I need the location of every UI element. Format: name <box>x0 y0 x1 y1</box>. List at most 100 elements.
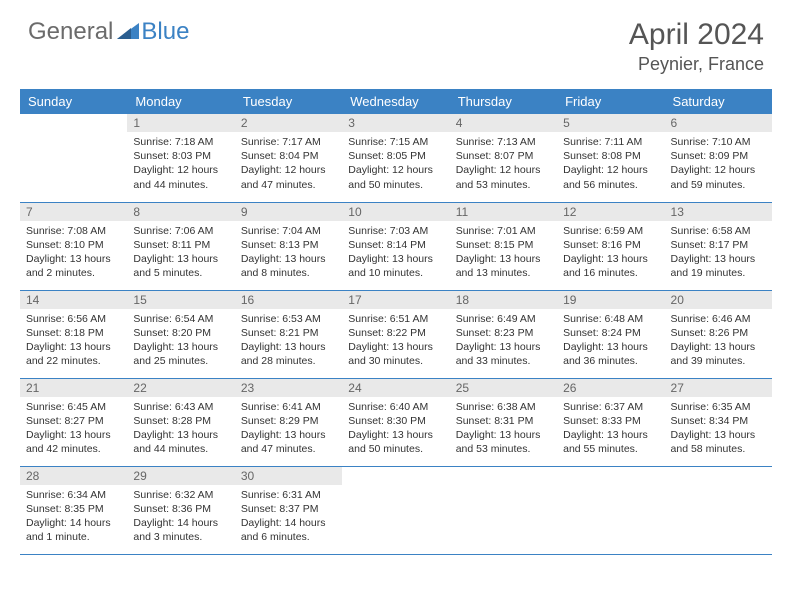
sunset-line: Sunset: 8:35 PM <box>26 502 121 516</box>
calendar-cell: 27Sunrise: 6:35 AMSunset: 8:34 PMDayligh… <box>665 378 772 466</box>
location: Peynier, France <box>629 54 764 75</box>
calendar-cell: 6Sunrise: 7:10 AMSunset: 8:09 PMDaylight… <box>665 114 772 202</box>
sunrise-line: Sunrise: 7:03 AM <box>348 224 443 238</box>
day-details: Sunrise: 6:34 AMSunset: 8:35 PMDaylight:… <box>20 485 127 549</box>
sunrise-line: Sunrise: 6:54 AM <box>133 312 228 326</box>
calendar-cell: 11Sunrise: 7:01 AMSunset: 8:15 PMDayligh… <box>450 202 557 290</box>
sunrise-line: Sunrise: 7:11 AM <box>563 135 658 149</box>
day-details: Sunrise: 6:31 AMSunset: 8:37 PMDaylight:… <box>235 485 342 549</box>
calendar-cell: 13Sunrise: 6:58 AMSunset: 8:17 PMDayligh… <box>665 202 772 290</box>
calendar-cell: 23Sunrise: 6:41 AMSunset: 8:29 PMDayligh… <box>235 378 342 466</box>
sunset-line: Sunset: 8:33 PM <box>563 414 658 428</box>
day-details: Sunrise: 6:54 AMSunset: 8:20 PMDaylight:… <box>127 309 234 373</box>
day-number: 3 <box>342 114 449 132</box>
day-details: Sunrise: 6:46 AMSunset: 8:26 PMDaylight:… <box>665 309 772 373</box>
sunset-line: Sunset: 8:05 PM <box>348 149 443 163</box>
day-number: 9 <box>235 203 342 221</box>
calendar-table: SundayMondayTuesdayWednesdayThursdayFrid… <box>20 89 772 555</box>
sunset-line: Sunset: 8:27 PM <box>26 414 121 428</box>
daylight-line: Daylight: 14 hours and 6 minutes. <box>241 516 336 544</box>
daylight-line: Daylight: 13 hours and 55 minutes. <box>563 428 658 456</box>
sunrise-line: Sunrise: 7:17 AM <box>241 135 336 149</box>
sunrise-line: Sunrise: 7:18 AM <box>133 135 228 149</box>
day-details: Sunrise: 6:40 AMSunset: 8:30 PMDaylight:… <box>342 397 449 461</box>
calendar-cell: 9Sunrise: 7:04 AMSunset: 8:13 PMDaylight… <box>235 202 342 290</box>
daylight-line: Daylight: 13 hours and 42 minutes. <box>26 428 121 456</box>
daylight-line: Daylight: 13 hours and 44 minutes. <box>133 428 228 456</box>
calendar-cell: .. <box>665 466 772 554</box>
sunrise-line: Sunrise: 7:01 AM <box>456 224 551 238</box>
calendar-cell: 3Sunrise: 7:15 AMSunset: 8:05 PMDaylight… <box>342 114 449 202</box>
daylight-line: Daylight: 13 hours and 10 minutes. <box>348 252 443 280</box>
calendar-row: 7Sunrise: 7:08 AMSunset: 8:10 PMDaylight… <box>20 202 772 290</box>
day-number: 8 <box>127 203 234 221</box>
calendar-cell: .. <box>342 466 449 554</box>
calendar-cell: 5Sunrise: 7:11 AMSunset: 8:08 PMDaylight… <box>557 114 664 202</box>
day-details: Sunrise: 7:13 AMSunset: 8:07 PMDaylight:… <box>450 132 557 196</box>
day-number: 19 <box>557 291 664 309</box>
sunset-line: Sunset: 8:13 PM <box>241 238 336 252</box>
day-number: 23 <box>235 379 342 397</box>
sunset-line: Sunset: 8:28 PM <box>133 414 228 428</box>
sunrise-line: Sunrise: 7:10 AM <box>671 135 766 149</box>
sunset-line: Sunset: 8:24 PM <box>563 326 658 340</box>
day-number: 21 <box>20 379 127 397</box>
calendar-cell: 18Sunrise: 6:49 AMSunset: 8:23 PMDayligh… <box>450 290 557 378</box>
calendar-cell: 14Sunrise: 6:56 AMSunset: 8:18 PMDayligh… <box>20 290 127 378</box>
day-number: 12 <box>557 203 664 221</box>
sunset-line: Sunset: 8:08 PM <box>563 149 658 163</box>
sunrise-line: Sunrise: 7:06 AM <box>133 224 228 238</box>
calendar-cell: 15Sunrise: 6:54 AMSunset: 8:20 PMDayligh… <box>127 290 234 378</box>
day-details: Sunrise: 7:04 AMSunset: 8:13 PMDaylight:… <box>235 221 342 285</box>
sunset-line: Sunset: 8:04 PM <box>241 149 336 163</box>
day-number: 16 <box>235 291 342 309</box>
calendar-cell: .. <box>557 466 664 554</box>
calendar-cell: 22Sunrise: 6:43 AMSunset: 8:28 PMDayligh… <box>127 378 234 466</box>
day-details: Sunrise: 6:51 AMSunset: 8:22 PMDaylight:… <box>342 309 449 373</box>
day-details: Sunrise: 7:03 AMSunset: 8:14 PMDaylight:… <box>342 221 449 285</box>
sunrise-line: Sunrise: 6:59 AM <box>563 224 658 238</box>
weekday-header: Tuesday <box>235 89 342 114</box>
daylight-line: Daylight: 12 hours and 47 minutes. <box>241 163 336 191</box>
day-number: 1 <box>127 114 234 132</box>
sunset-line: Sunset: 8:15 PM <box>456 238 551 252</box>
sunset-line: Sunset: 8:09 PM <box>671 149 766 163</box>
sunset-line: Sunset: 8:07 PM <box>456 149 551 163</box>
sunset-line: Sunset: 8:10 PM <box>26 238 121 252</box>
sunrise-line: Sunrise: 6:34 AM <box>26 488 121 502</box>
day-number: 4 <box>450 114 557 132</box>
header: General Blue April 2024 Peynier, France <box>0 0 792 83</box>
daylight-line: Daylight: 13 hours and 33 minutes. <box>456 340 551 368</box>
daylight-line: Daylight: 13 hours and 53 minutes. <box>456 428 551 456</box>
sunset-line: Sunset: 8:16 PM <box>563 238 658 252</box>
calendar-cell: 4Sunrise: 7:13 AMSunset: 8:07 PMDaylight… <box>450 114 557 202</box>
day-details: Sunrise: 6:37 AMSunset: 8:33 PMDaylight:… <box>557 397 664 461</box>
weekday-header: Thursday <box>450 89 557 114</box>
daylight-line: Daylight: 13 hours and 19 minutes. <box>671 252 766 280</box>
day-number: 10 <box>342 203 449 221</box>
sunset-line: Sunset: 8:23 PM <box>456 326 551 340</box>
sunrise-line: Sunrise: 6:58 AM <box>671 224 766 238</box>
calendar-cell: 30Sunrise: 6:31 AMSunset: 8:37 PMDayligh… <box>235 466 342 554</box>
calendar-row: 21Sunrise: 6:45 AMSunset: 8:27 PMDayligh… <box>20 378 772 466</box>
calendar-cell: 1Sunrise: 7:18 AMSunset: 8:03 PMDaylight… <box>127 114 234 202</box>
calendar-cell: 10Sunrise: 7:03 AMSunset: 8:14 PMDayligh… <box>342 202 449 290</box>
sunset-line: Sunset: 8:29 PM <box>241 414 336 428</box>
day-number: 27 <box>665 379 772 397</box>
weekday-header: Wednesday <box>342 89 449 114</box>
day-number: 6 <box>665 114 772 132</box>
sunrise-line: Sunrise: 6:37 AM <box>563 400 658 414</box>
logo: General Blue <box>28 18 189 46</box>
sunset-line: Sunset: 8:34 PM <box>671 414 766 428</box>
daylight-line: Daylight: 13 hours and 25 minutes. <box>133 340 228 368</box>
day-details: Sunrise: 7:15 AMSunset: 8:05 PMDaylight:… <box>342 132 449 196</box>
day-details: Sunrise: 6:35 AMSunset: 8:34 PMDaylight:… <box>665 397 772 461</box>
calendar-cell: 7Sunrise: 7:08 AMSunset: 8:10 PMDaylight… <box>20 202 127 290</box>
calendar-cell: 16Sunrise: 6:53 AMSunset: 8:21 PMDayligh… <box>235 290 342 378</box>
sunset-line: Sunset: 8:20 PM <box>133 326 228 340</box>
calendar-cell: 12Sunrise: 6:59 AMSunset: 8:16 PMDayligh… <box>557 202 664 290</box>
calendar-cell: .. <box>20 114 127 202</box>
daylight-line: Daylight: 12 hours and 56 minutes. <box>563 163 658 191</box>
day-details: Sunrise: 7:08 AMSunset: 8:10 PMDaylight:… <box>20 221 127 285</box>
calendar-cell: 8Sunrise: 7:06 AMSunset: 8:11 PMDaylight… <box>127 202 234 290</box>
